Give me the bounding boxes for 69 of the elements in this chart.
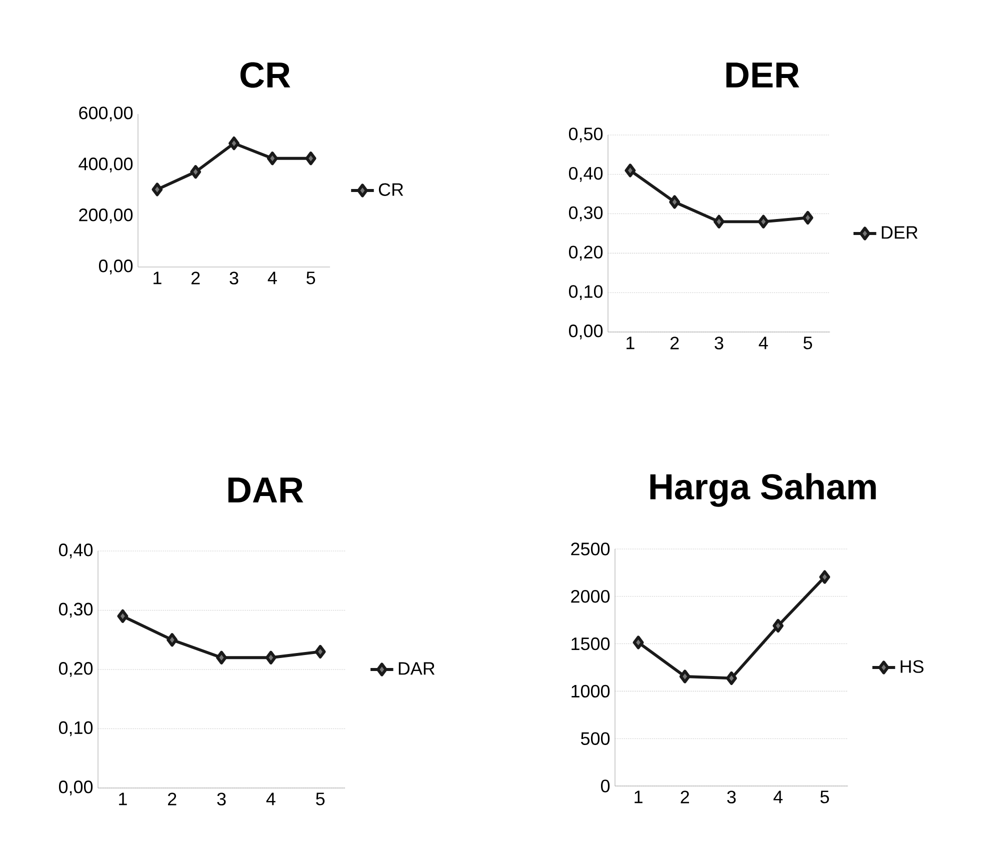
y-tick-label: 0,50 <box>568 128 603 142</box>
point <box>305 152 316 166</box>
x-tick-label: 5 <box>306 272 316 284</box>
y-tick-label: 2000 <box>571 590 610 603</box>
x-tick-label: 2 <box>670 336 679 350</box>
point <box>152 182 163 196</box>
y-tick-label: 400,00 <box>78 158 133 172</box>
y-tick-label: 0,30 <box>568 206 603 222</box>
x-tick-label: 5 <box>820 790 829 804</box>
y-tick-label: 0,10 <box>58 721 93 736</box>
x-tick-label: 2 <box>192 272 200 284</box>
x-tick-label: 1 <box>119 792 127 806</box>
chart-title: DAR <box>228 478 304 502</box>
chart-title: CR <box>240 62 290 88</box>
x-tick-label: 2 <box>168 792 176 806</box>
point <box>772 618 784 633</box>
x-tick-label: 3 <box>217 792 226 806</box>
x-tick-label: 2 <box>680 790 690 804</box>
point <box>802 210 814 225</box>
x-tick-label: 4 <box>758 336 768 350</box>
point <box>216 650 227 664</box>
y-tick-label: 0 <box>600 780 610 792</box>
y-tick-label: 0,20 <box>568 246 603 261</box>
point <box>679 670 690 684</box>
y-tick-label: 0,40 <box>58 544 93 558</box>
y-tick-label: 0,00 <box>98 260 133 274</box>
x-tick-label: 1 <box>154 272 162 284</box>
point <box>714 214 724 228</box>
y-tick-label: 1500 <box>572 637 610 650</box>
point <box>819 570 830 584</box>
x-tick-label: 1 <box>626 336 634 350</box>
x-tick-label: 4 <box>268 272 277 284</box>
y-tick-label: 600,00 <box>79 106 133 122</box>
y-tick-label: 200,00 <box>79 208 133 224</box>
x-tick-label: 4 <box>266 792 276 806</box>
y-tick-label: 500 <box>580 732 610 745</box>
y-tick-label: 0,20 <box>58 662 93 677</box>
legend-label: DAR <box>398 662 435 675</box>
chart-title: DER <box>726 62 800 88</box>
legend-label: DER <box>882 226 918 239</box>
legend-label: CR <box>378 183 404 196</box>
point <box>314 644 326 659</box>
chart-title: Harga Saham <box>650 473 876 507</box>
point <box>669 195 680 209</box>
point <box>726 671 737 685</box>
x-tick-label: 1 <box>634 790 642 804</box>
y-tick-label: 2500 <box>571 542 610 556</box>
legend-label: HS <box>900 660 924 673</box>
x-tick-label: 4 <box>774 790 783 804</box>
x-tick-label: 3 <box>230 272 238 284</box>
y-tick-label: 1000 <box>572 684 610 698</box>
point <box>758 214 769 228</box>
point <box>265 650 276 664</box>
point <box>117 609 128 623</box>
y-tick-label: 0,30 <box>58 602 93 618</box>
point <box>190 165 202 179</box>
x-tick-label: 5 <box>804 336 812 350</box>
x-tick-label: 5 <box>316 792 325 806</box>
y-tick-label: 0,40 <box>568 166 603 182</box>
point <box>624 164 636 178</box>
point <box>166 633 178 647</box>
y-tick-label: 0,00 <box>58 780 93 796</box>
point <box>266 152 278 166</box>
point <box>632 636 644 650</box>
y-tick-label: 0,10 <box>568 285 603 300</box>
x-tick-label: 3 <box>727 790 736 804</box>
y-tick-label: 0,00 <box>568 324 603 340</box>
point <box>228 136 240 150</box>
x-tick-label: 3 <box>714 336 724 350</box>
